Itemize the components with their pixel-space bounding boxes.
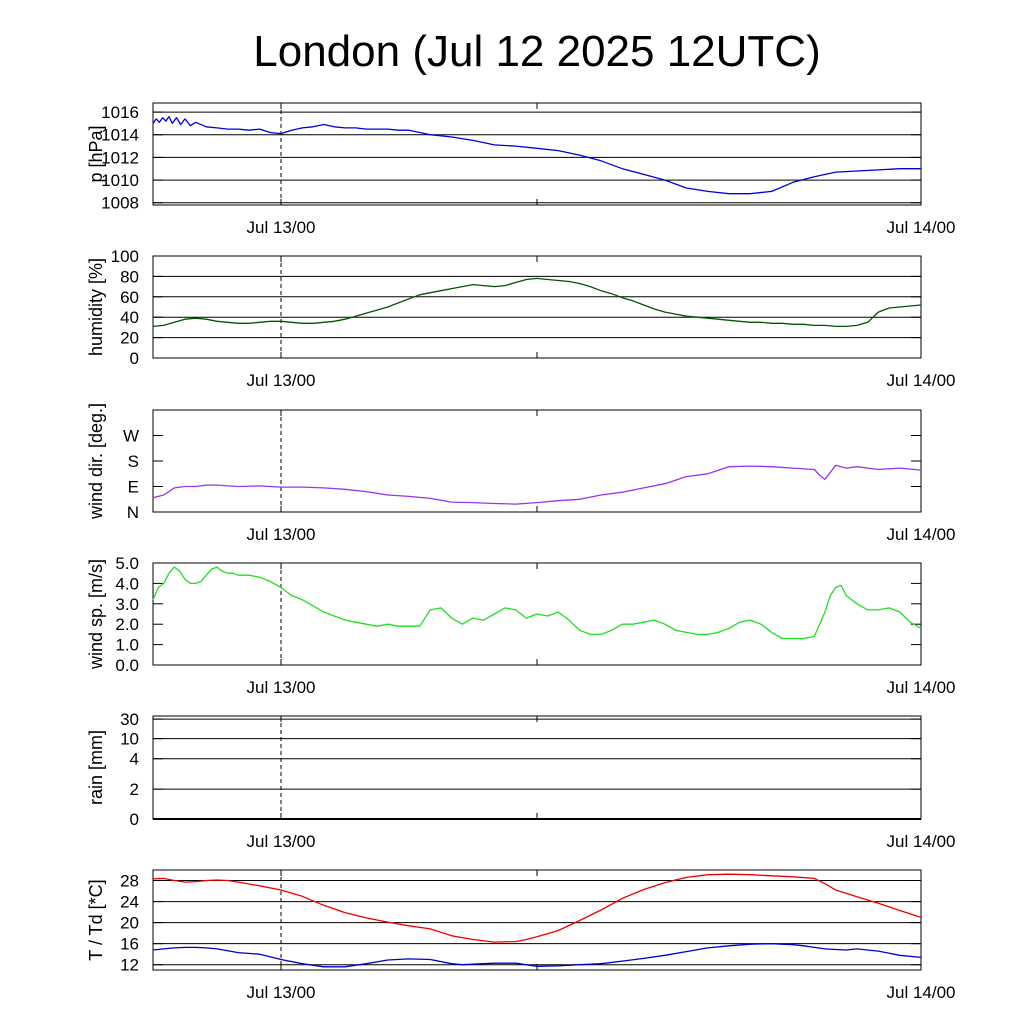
plot-frame [152,409,922,513]
y-tick-label: 5.0 [115,554,139,573]
series-line-temperature-0 [152,873,922,943]
series-line-humidity-0 [152,277,922,328]
x-tick-label: Jul 14/00 [887,678,956,697]
y-tick-label: 0 [130,810,139,829]
x-tick-label: Jul 14/00 [887,525,956,544]
x-tick-label: Jul 13/00 [247,678,316,697]
y-tick-label: 1.0 [115,636,139,655]
y-tick-label: 2.0 [115,615,139,634]
x-tick-label: Jul 13/00 [247,832,316,851]
y-tick-label: 30 [120,710,139,729]
y-tick-label: 1012 [101,148,139,167]
y-tick-label: 10 [120,730,139,749]
y-tick-label: 60 [120,288,139,307]
x-tick-label: Jul 13/00 [247,983,316,1002]
y-tick-label: 20 [120,329,139,348]
series-line-temperature-1 [152,943,922,968]
y-tick-label: 40 [120,308,139,327]
x-tick-label: Jul 14/00 [887,371,956,390]
y-tick-label: 1016 [101,103,139,122]
plot-frame [152,715,922,820]
x-tick-label: Jul 13/00 [247,525,316,544]
panel-wind_speed: 0.01.0 2.03.0 4.05.0 wind sp. [m/s] Jul 13/0… [86,554,956,697]
y-tick-label: 100 [111,247,139,266]
y-axis-label: wind sp. [m/s] [86,559,106,670]
plot-frame [152,255,922,359]
panel-pressure: 1008 1010 1012 1014 1016 p [hPa] Jul 13/00 Jul … [86,102,956,237]
panel-temperature: 12 16 20 24 28 T / Td [*C] Jul 13/00 Jul 14/00 [86,869,956,1002]
y-tick-label: 0 [130,349,139,368]
y-axis-label: humidity [%] [86,258,106,356]
y-tick-label: 3.0 [115,595,139,614]
x-tick-label: Jul 14/00 [887,983,956,1002]
y-tick-label: N [127,503,139,522]
y-tick-label: 24 [120,893,139,912]
y-tick-label: S [128,452,139,471]
y-tick-label: 4.0 [115,574,139,593]
y-tick-label: 1014 [101,126,139,145]
y-axis-label: wind dir. [deg.] [86,403,106,520]
y-tick-label: 12 [120,956,139,975]
series-line-wind_speed-0 [152,566,922,640]
series-line-wind_direction-0 [152,464,922,505]
y-tick-label: 20 [120,914,139,933]
x-tick-label: Jul 14/00 [887,218,956,237]
plot-frame [152,869,922,971]
y-axis-label: rain [mm] [86,730,106,805]
series-line-pressure-0 [152,115,921,195]
y-tick-label: 1010 [101,171,139,190]
y-tick-label: E [128,478,139,497]
chart-title: London (Jul 12 2025 12UTC) [253,27,820,76]
y-tick-label: W [123,427,139,446]
y-tick-label: 80 [120,267,139,286]
x-tick-label: Jul 13/00 [247,371,316,390]
y-tick-label: 4 [130,750,139,769]
y-axis-label: p [hPa] [86,125,106,182]
y-tick-label: 16 [120,935,139,954]
y-tick-label: 0.0 [115,656,139,675]
y-tick-label: 1008 [101,194,139,213]
x-tick-label: Jul 13/00 [247,218,316,237]
y-axis-label: T / Td [*C] [86,879,106,960]
plot-frame [152,102,922,206]
x-tick-label: Jul 14/00 [887,832,956,851]
y-tick-label: 28 [120,872,139,891]
y-tick-label: 2 [130,780,139,799]
